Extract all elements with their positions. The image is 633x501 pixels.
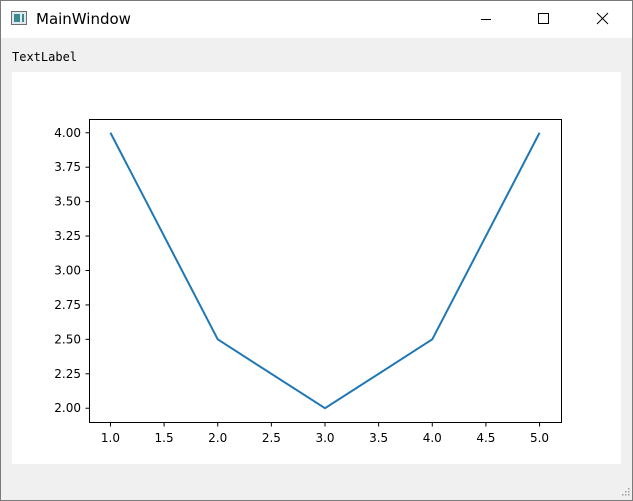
y-tick-label: 3.50 — [54, 195, 81, 209]
y-tick-label: 3.75 — [54, 160, 81, 174]
x-tick-label: 4.0 — [423, 431, 442, 445]
y-tick-label: 3.00 — [54, 264, 81, 278]
close-icon — [596, 12, 609, 25]
x-tick-label: 1.0 — [101, 431, 120, 445]
title-bar[interactable]: MainWindow — [1, 1, 632, 38]
line-chart: 1.0 1.5 2.0 2.5 3.0 3.5 4.0 4.5 5.0 2.00 2.25 2.50 2… — [54, 119, 562, 445]
minimize-icon — [481, 19, 491, 20]
window-title: MainWindow — [36, 10, 131, 28]
size-grip-icon[interactable] — [620, 488, 630, 498]
y-tick-label: 2.00 — [54, 401, 81, 415]
plot-canvas: 1.0 1.5 2.0 2.5 3.0 3.5 4.0 4.5 5.0 2.00 2.25 2.50 2… — [12, 72, 621, 464]
y-tick-label: 3.25 — [54, 229, 81, 243]
text-label: TextLabel — [12, 50, 78, 64]
close-button[interactable] — [573, 1, 631, 38]
y-tick-label: 2.75 — [54, 298, 81, 312]
y-tick-label: 2.50 — [54, 332, 81, 346]
maximize-icon — [538, 13, 549, 24]
y-tick-label: 2.25 — [54, 367, 81, 381]
x-tick-label: 2.5 — [262, 431, 281, 445]
x-tick-label: 2.0 — [208, 431, 227, 445]
plot-frame — [89, 119, 562, 423]
x-tick-label: 5.0 — [530, 431, 549, 445]
minimize-button[interactable] — [457, 1, 515, 38]
x-tick-label: 3.0 — [315, 431, 334, 445]
y-tick-label: 4.00 — [54, 126, 81, 140]
x-tick-label: 1.5 — [155, 431, 174, 445]
maximize-button[interactable] — [515, 1, 573, 38]
series-line — [109, 132, 541, 410]
app-window-icon — [11, 11, 27, 25]
x-tick-label: 3.5 — [369, 431, 388, 445]
x-tick-label: 4.5 — [476, 431, 495, 445]
